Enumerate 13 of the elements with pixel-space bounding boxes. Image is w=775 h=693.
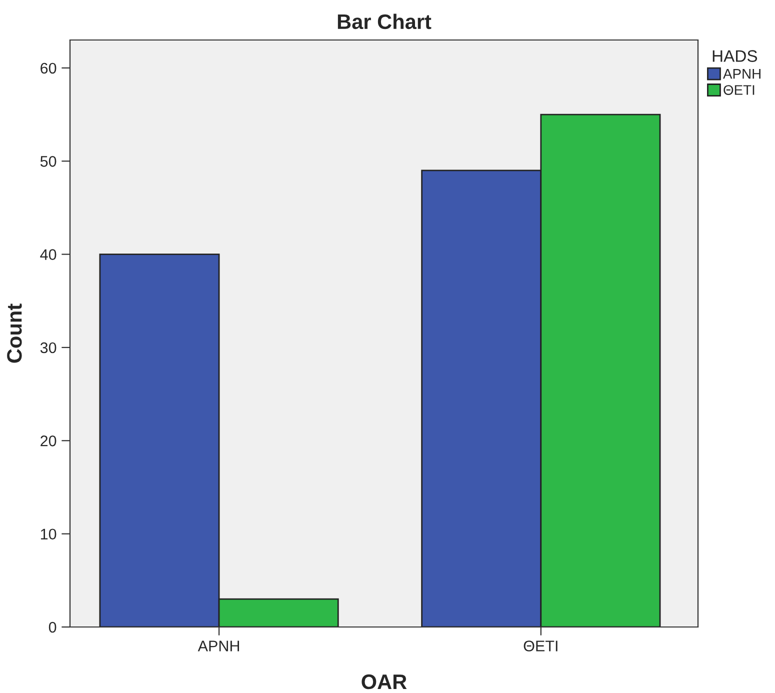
x-axis-title: OAR [362,674,407,690]
y-tick-label: 40 [40,249,56,260]
y-tick-label: 10 [40,528,56,540]
chart-title: Bar Chart [338,14,432,30]
y-tick-label: 50 [40,156,56,167]
y-tick-label: 0 [48,622,56,633]
legend-label: ΑΡΝΗ [723,69,760,79]
y-axis-title: Count [7,304,22,363]
legend-title: HADS [712,50,758,62]
y-tick-label: 60 [40,62,56,74]
legend-label: ΘΕΤΙ [724,85,754,95]
y-tick-label: 20 [40,436,56,446]
y-tick-label: 30 [40,342,56,354]
